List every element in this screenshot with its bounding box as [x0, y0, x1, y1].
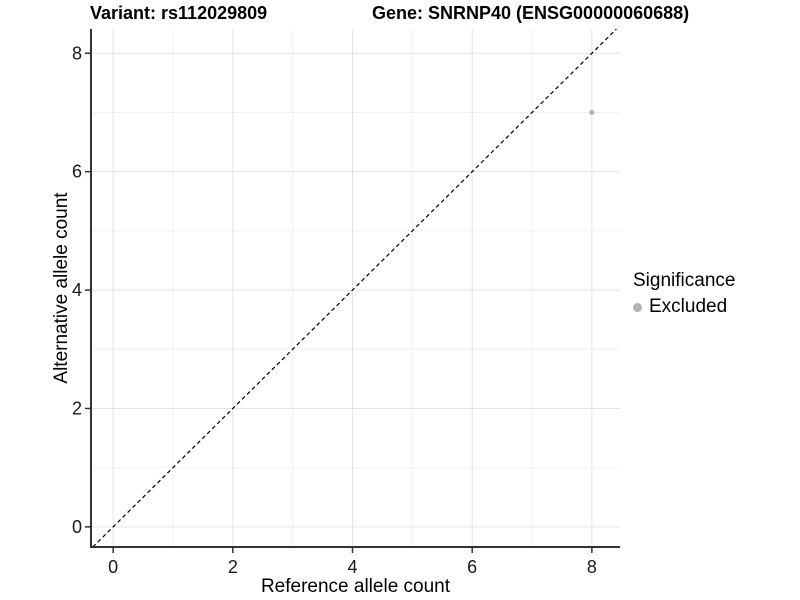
legend-items: Excluded [633, 296, 735, 318]
legend-item-label: Excluded [649, 296, 728, 317]
x-tick-label: 8 [587, 557, 597, 577]
x-tick-label: 4 [348, 557, 358, 577]
x-axis-label: Reference allele count [260, 576, 451, 597]
x-tick-label: 2 [228, 557, 238, 577]
legend-title: Significance [633, 270, 736, 291]
data-point [589, 109, 595, 115]
y-tick-label: 6 [72, 162, 82, 182]
variant-title: Variant: rs112029809 [90, 3, 268, 23]
legend-item: Excluded [633, 296, 735, 318]
x-tick-label: 6 [467, 557, 477, 577]
legend-marker-circle-icon [633, 302, 642, 312]
y-axis-label: Alternative allele count [51, 192, 72, 384]
legend: Significance Excluded [633, 270, 735, 318]
x-tick-label: 0 [108, 557, 118, 577]
y-tick-label: 4 [72, 280, 82, 300]
y-tick-label: 2 [72, 398, 82, 418]
y-tick-label: 8 [72, 43, 82, 63]
y-tick-label: 0 [72, 517, 82, 537]
identity-line [92, 28, 617, 548]
gene-title: Gene: SNRNP40 (ENSG00000060688) [372, 3, 690, 23]
